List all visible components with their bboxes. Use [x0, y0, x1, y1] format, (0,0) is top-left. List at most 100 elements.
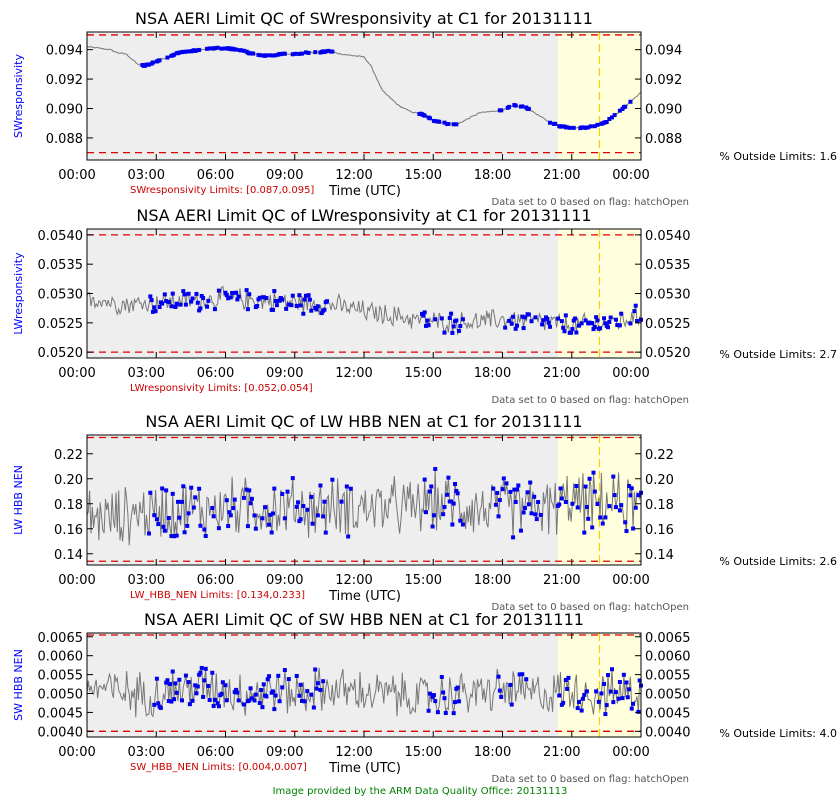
- data-point: [198, 306, 203, 311]
- data-point: [282, 668, 287, 673]
- data-point: [172, 52, 177, 57]
- data-point: [567, 125, 572, 130]
- data-point: [507, 318, 512, 323]
- data-point: [285, 489, 290, 494]
- data-point: [571, 318, 576, 323]
- data-point: [296, 500, 301, 505]
- y-axis-label: LWresponsivity: [12, 252, 25, 335]
- data-point: [248, 686, 253, 691]
- data-point: [228, 513, 233, 518]
- data-point: [513, 326, 518, 331]
- data-point: [314, 686, 319, 691]
- x-tick-label: 09:00: [266, 168, 303, 183]
- chart-title: NSA AERI Limit QC of SW HBB NEN at C1 fo…: [144, 610, 584, 629]
- data-point: [520, 104, 525, 109]
- data-point: [545, 317, 550, 322]
- data-point: [594, 315, 599, 320]
- data-point: [516, 483, 521, 488]
- y-tick-label-right: 0.0540: [645, 229, 691, 244]
- data-point: [599, 691, 604, 696]
- data-point: [297, 51, 302, 56]
- data-point: [619, 503, 624, 508]
- limits-label: LW_HBB_NEN Limits: [0.134,0.233]: [130, 590, 305, 601]
- y-tick-label-right: 0.22: [645, 448, 674, 463]
- data-point: [199, 294, 204, 299]
- data-point: [179, 499, 184, 504]
- chart-panel-4: NSA AERI Limit QC of SW HBB NEN at C1 fo…: [12, 610, 837, 785]
- data-point: [423, 510, 428, 515]
- data-point: [154, 517, 159, 522]
- data-point: [190, 698, 195, 703]
- data-point: [326, 48, 331, 53]
- x-axis-label: Time (UTC): [328, 761, 401, 776]
- data-point: [525, 490, 530, 495]
- data-point: [164, 680, 169, 685]
- data-point: [491, 486, 496, 491]
- flag-note: Data set to 0 based on flag: hatchOpen: [491, 602, 689, 613]
- data-point: [521, 510, 526, 515]
- data-point: [584, 689, 589, 694]
- y-tick-label-left: 0.22: [54, 448, 83, 463]
- data-point: [563, 313, 568, 318]
- data-point: [575, 505, 580, 510]
- data-point: [241, 48, 246, 53]
- data-point: [620, 696, 625, 701]
- data-point: [170, 669, 175, 674]
- data-point: [211, 514, 216, 519]
- data-point: [609, 667, 614, 672]
- data-point: [305, 507, 310, 512]
- data-point: [156, 522, 161, 527]
- plot-area: [87, 229, 641, 358]
- data-point: [157, 305, 162, 310]
- data-point: [248, 501, 253, 506]
- data-point: [265, 677, 270, 682]
- data-point: [346, 534, 351, 539]
- data-point: [621, 672, 626, 677]
- data-point: [273, 298, 278, 303]
- x-tick-label: 00:00: [58, 573, 95, 588]
- data-point: [268, 53, 273, 58]
- data-point: [183, 49, 188, 54]
- data-point: [203, 534, 208, 539]
- data-point: [257, 295, 262, 300]
- data-point: [247, 292, 252, 297]
- x-tick-label: 18:00: [474, 366, 511, 381]
- data-point: [236, 294, 241, 299]
- x-tick-label: 06:00: [197, 573, 234, 588]
- data-point: [613, 317, 618, 322]
- data-point: [460, 317, 465, 322]
- data-point: [445, 492, 450, 497]
- data-point: [197, 486, 202, 491]
- data-point: [178, 302, 183, 307]
- data-point: [268, 512, 273, 517]
- data-point: [433, 699, 438, 704]
- data-point: [294, 673, 299, 678]
- data-point: [212, 46, 217, 51]
- data-point: [453, 482, 458, 487]
- data-point: [579, 708, 584, 713]
- data-point: [241, 702, 246, 707]
- data-point: [633, 505, 638, 510]
- data-point: [146, 531, 151, 536]
- data-point: [303, 50, 308, 55]
- data-point: [624, 529, 629, 534]
- data-point: [201, 296, 206, 301]
- limits-label: LWresponsivity Limits: [0.052,0.054]: [130, 383, 313, 394]
- y-tick-label-left: 0.0535: [38, 258, 84, 273]
- data-point: [315, 513, 320, 518]
- data-point: [587, 476, 592, 481]
- data-point: [582, 530, 587, 535]
- percent-outside-limits: % Outside Limits: 4.0: [719, 727, 837, 740]
- data-point: [613, 690, 618, 695]
- y-tick-label-left: 0.0040: [38, 725, 84, 740]
- data-point: [547, 120, 552, 125]
- data-point: [166, 516, 171, 521]
- data-point: [260, 705, 265, 710]
- data-point: [174, 690, 179, 695]
- data-point: [182, 530, 187, 535]
- data-point: [166, 299, 171, 304]
- data-point: [300, 698, 305, 703]
- y-tick-label-right: 0.0530: [645, 288, 691, 303]
- data-point: [298, 303, 303, 308]
- data-point: [169, 534, 174, 539]
